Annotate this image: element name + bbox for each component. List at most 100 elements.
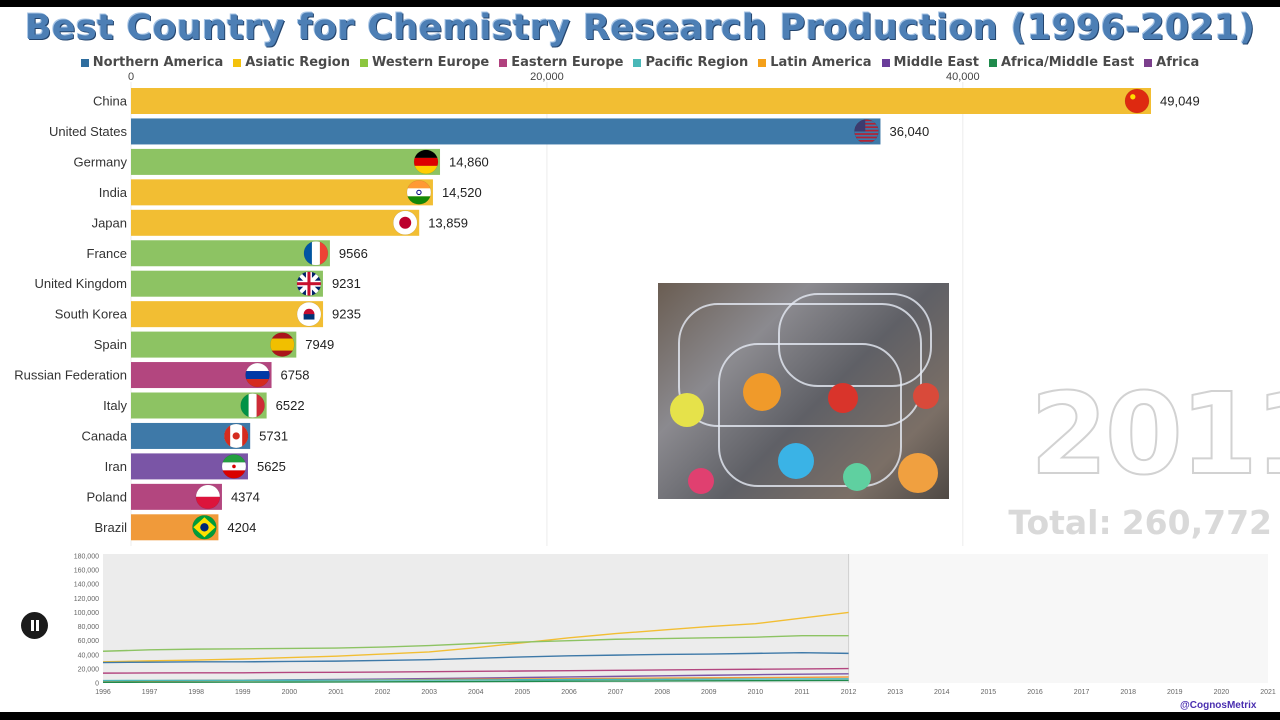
legend-label: Latin America	[770, 55, 872, 70]
letterbox-top	[0, 0, 1280, 7]
legend-swatch	[233, 58, 242, 67]
bar-row: Spain 7949	[94, 331, 334, 358]
italy-flag-icon	[240, 393, 265, 418]
total-readout: Total: 260,772	[960, 503, 1272, 542]
legend-swatch	[881, 58, 890, 67]
value-label: 5625	[257, 459, 286, 474]
x-tick-label: 2006	[561, 689, 577, 696]
legend-item: Middle East	[881, 55, 979, 70]
chemistry-lab-photo	[658, 283, 949, 499]
x-tick-label: 2004	[468, 689, 484, 696]
pause-button[interactable]	[21, 612, 48, 639]
south-korea-flag-icon	[296, 301, 322, 327]
y-tick-label: 20,000	[78, 666, 100, 673]
canada-flag-icon	[223, 423, 249, 449]
value-label: 14,520	[442, 185, 482, 200]
germany-flag-icon	[413, 149, 439, 175]
legend-item: Asiatic Region	[233, 55, 350, 70]
x-tick-label: 2013	[887, 689, 903, 696]
china-flag-icon	[1124, 88, 1150, 114]
spain-flag-icon	[270, 332, 295, 357]
legend-swatch	[499, 58, 508, 67]
legend-label: Africa	[1156, 55, 1200, 70]
legend-label: Africa/Middle East	[1000, 55, 1135, 70]
legend-item: Eastern Europe	[499, 55, 623, 70]
bar-row: Germany 14,860	[74, 148, 489, 175]
legend-label: Middle East	[893, 55, 979, 70]
bar-row: Russian Federation 6758	[14, 362, 310, 389]
usa-flag-icon	[854, 119, 879, 144]
brazil-flag-icon	[192, 515, 217, 540]
bar	[131, 270, 323, 297]
x-tick-label: 2016	[1027, 689, 1043, 696]
uk-flag-icon	[296, 271, 322, 296]
bar-row: Brazil 4204	[94, 514, 256, 541]
legend: Northern America Asiatic Region Western Eu…	[0, 55, 1280, 70]
value-label: 5731	[259, 428, 288, 443]
category-label: Italy	[103, 398, 127, 413]
y-tick-label: 100,000	[74, 610, 99, 617]
x-tick-label: 2002	[375, 689, 391, 696]
y-tick-label: 120,000	[74, 596, 99, 603]
value-label: 7949	[305, 337, 334, 352]
x-tick-label: 2019	[1167, 689, 1183, 696]
x-tick-label: 0	[128, 71, 134, 83]
y-tick-label: 40,000	[78, 652, 100, 659]
category-label: India	[99, 185, 128, 200]
bar-row: South Korea 9235	[55, 301, 361, 328]
bar-row: United States 36,040	[49, 118, 929, 145]
x-tick-label: 2018	[1120, 689, 1136, 696]
legend-swatch	[359, 58, 368, 67]
value-label: 49,049	[1160, 94, 1200, 109]
x-tick-label: 2003	[421, 689, 437, 696]
legend-swatch	[988, 58, 997, 67]
bar	[131, 118, 881, 145]
x-tick-label: 20,000	[530, 71, 564, 83]
bar	[131, 209, 420, 236]
bar	[131, 88, 1151, 114]
y-tick-label: 60,000	[78, 638, 100, 645]
legend-label: Northern America	[92, 55, 224, 70]
x-tick-label: 2014	[934, 689, 950, 696]
bar-row: Italy 6522	[103, 392, 305, 419]
x-tick-label: 1997	[142, 689, 158, 696]
category-label: Iran	[105, 459, 127, 474]
legend-swatch	[80, 58, 89, 67]
bar	[131, 179, 433, 206]
x-tick-label: 2005	[515, 689, 531, 696]
x-tick-label: 2020	[1214, 689, 1230, 696]
series-line	[102, 635, 849, 652]
legend-item: Western Europe	[359, 55, 489, 70]
category-label: South Korea	[55, 307, 128, 322]
value-label: 6758	[281, 368, 310, 383]
total-label: Total:	[1008, 503, 1112, 542]
bar	[131, 148, 441, 175]
x-tick-label: 2001	[328, 689, 344, 696]
bar-chart: 0 20,000 40,000 China 49,049 United States 36,…	[14, 71, 1200, 546]
russia-flag-icon	[245, 362, 270, 388]
bar-row: United Kingdom 9231	[35, 270, 361, 297]
value-label: 4204	[227, 520, 256, 535]
value-label: 9231	[332, 276, 361, 291]
japan-flag-icon	[392, 210, 418, 236]
future-area	[848, 554, 1268, 683]
y-tick-label: 180,000	[74, 554, 99, 561]
india-flag-icon	[406, 180, 432, 205]
series-line	[102, 679, 849, 683]
value-label: 13,859	[428, 215, 468, 230]
category-label: Japan	[92, 215, 127, 230]
x-tick-label: 2012	[841, 689, 857, 696]
france-flag-icon	[303, 241, 329, 266]
legend-label: Asiatic Region	[245, 55, 350, 70]
bar-row: France 9566	[87, 240, 368, 267]
letterbox-bottom	[0, 712, 1280, 720]
y-tick-label: 140,000	[74, 582, 99, 589]
x-tick-label: 2007	[608, 689, 624, 696]
x-tick-label: 2011	[794, 689, 809, 696]
series-line	[102, 667, 849, 674]
bar	[131, 240, 330, 267]
legend-swatch	[1144, 58, 1153, 67]
category-label: Germany	[74, 154, 128, 169]
category-label: Canada	[81, 428, 127, 443]
legend-item: Northern America	[80, 55, 224, 70]
